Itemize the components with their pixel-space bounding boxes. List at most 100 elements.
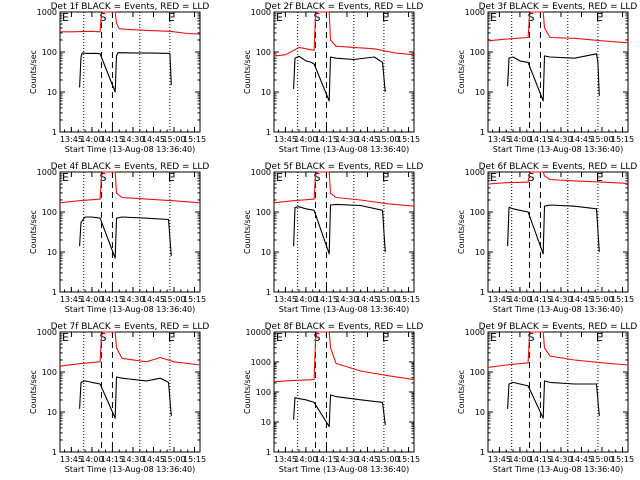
y-tick-label: 1000 [37, 328, 57, 337]
x-tick-label: 15:15 [397, 135, 420, 144]
y-tick-label: 10 [475, 408, 485, 417]
y-tick-label: 1000 [251, 168, 271, 177]
lld-series-line [60, 11, 201, 35]
y-tick-label: 1 [480, 448, 485, 457]
event-marker: E [276, 171, 283, 184]
x-tick-label: 15:00 [162, 295, 185, 304]
event-marker: E [596, 11, 603, 24]
detector-panel-7: Det 7f BLACK = Events, RED = LLD 1 10 100 10… [29, 322, 209, 474]
lld-series-line [273, 11, 415, 57]
lld-series-line [487, 171, 629, 185]
x-tick-label: 15:00 [162, 455, 185, 464]
y-axis-label: Counts/sec [29, 370, 38, 414]
x-tick-label: 13:45 [488, 455, 511, 464]
events-series-line [507, 380, 600, 419]
event-marker: E [276, 331, 283, 344]
x-tick-label: 14:15 [315, 295, 338, 304]
detector-panel-5: Det 5f BLACK = Events, RED = LLD 1 10 100 10… [243, 162, 423, 314]
events-series-line [293, 203, 386, 255]
x-tick-label: 14:30 [335, 455, 358, 464]
lld-series-line [273, 171, 415, 207]
x-tick-label: 15:00 [376, 295, 399, 304]
y-axis-label: Counts/sec [243, 50, 252, 94]
x-tick-label: 15:00 [162, 135, 185, 144]
y-tick-label: 1 [52, 448, 57, 457]
lld-series-line [59, 331, 201, 367]
x-tick-label: 14:30 [335, 295, 358, 304]
event-marker: E [168, 331, 175, 344]
y-tick-label: 100 [256, 208, 271, 217]
y-tick-label: 1000 [251, 8, 271, 17]
y-axis-label: Counts/sec [457, 50, 466, 94]
detector-panel-3: Det 3f BLACK = Events, RED = LLD 1 10 100 10… [457, 2, 637, 154]
lld-series-line [487, 11, 629, 44]
plot-frame [273, 331, 415, 453]
x-axis-label: Start Time (13-Aug-08 13:36:40) [279, 465, 410, 474]
y-tick-label: 1 [266, 128, 271, 137]
x-tick-label: 14:45 [356, 295, 379, 304]
x-tick-label: 14:15 [529, 295, 552, 304]
x-tick-label: 15:00 [590, 455, 613, 464]
x-tick-label: 15:15 [611, 455, 634, 464]
x-tick-label: 15:15 [183, 455, 206, 464]
x-tick-label: 14:30 [121, 295, 144, 304]
y-axis-label: Counts/sec [243, 210, 252, 254]
x-tick-label: 14:45 [570, 455, 593, 464]
y-tick-label: 100 [42, 368, 57, 377]
plot-frame [59, 331, 201, 453]
x-tick-label: 14:00 [294, 295, 317, 304]
y-tick-label: 100 [256, 388, 271, 397]
x-tick-label: 14:45 [142, 455, 165, 464]
x-tick-label: 14:30 [121, 455, 144, 464]
x-axis-label: Start Time (13-Aug-08 13:36:40) [65, 145, 196, 154]
y-tick-label: 1000 [251, 358, 271, 367]
y-tick-label: 10 [47, 248, 57, 257]
x-tick-label: 14:45 [142, 135, 165, 144]
y-tick-label: 1000 [465, 328, 485, 337]
x-tick-label: 13:45 [274, 135, 297, 144]
event-marker: S [99, 11, 106, 24]
y-tick-label: 100 [470, 48, 485, 57]
x-tick-label: 15:00 [376, 455, 399, 464]
x-tick-label: 15:15 [397, 455, 420, 464]
y-tick-label: 1 [480, 288, 485, 297]
x-tick-label: 14:00 [294, 455, 317, 464]
x-tick-label: 15:00 [590, 135, 613, 144]
x-tick-label: 13:45 [488, 295, 511, 304]
event-marker: S [313, 331, 320, 344]
x-tick-label: 14:45 [356, 135, 379, 144]
event-marker: E [168, 171, 175, 184]
y-tick-label: 10 [47, 408, 57, 417]
detector-panel-8: Det 8f BLACK = Events, RED = LLD 1 10 100 10… [243, 322, 423, 474]
x-tick-label: 14:45 [570, 135, 593, 144]
event-marker: S [527, 331, 534, 344]
panel-title: Det 6f BLACK = Events, RED = LLD [479, 162, 638, 172]
y-tick-label: 100 [470, 368, 485, 377]
events-series-line [79, 376, 172, 419]
x-tick-label: 14:15 [101, 295, 124, 304]
y-axis-label: Counts/sec [29, 210, 38, 254]
y-tick-label: 10 [261, 248, 271, 257]
panel-title: Det 3f BLACK = Events, RED = LLD [479, 2, 638, 12]
x-tick-label: 14:15 [529, 135, 552, 144]
events-series-line [79, 52, 172, 93]
x-tick-label: 13:45 [60, 295, 83, 304]
y-tick-label: 1000 [465, 8, 485, 17]
x-tick-label: 14:00 [294, 135, 317, 144]
events-series-line [293, 55, 386, 102]
event-marker: S [99, 331, 106, 344]
event-marker: E [382, 331, 389, 344]
x-tick-label: 14:45 [142, 295, 165, 304]
panel-title: Det 2f BLACK = Events, RED = LLD [265, 2, 424, 12]
detector-panel-6: Det 6f BLACK = Events, RED = LLD 1 10 100 10… [457, 162, 637, 314]
x-axis-label: Start Time (13-Aug-08 13:36:40) [493, 465, 624, 474]
plot-frame [273, 171, 415, 293]
x-tick-label: 13:45 [274, 295, 297, 304]
y-axis-label: Counts/sec [457, 370, 466, 414]
y-tick-label: 1 [480, 128, 485, 137]
y-tick-label: 10 [261, 418, 271, 427]
plot-frame [273, 11, 415, 133]
y-tick-label: 1 [266, 448, 271, 457]
y-tick-label: 10 [475, 248, 485, 257]
x-tick-label: 14:30 [121, 135, 144, 144]
